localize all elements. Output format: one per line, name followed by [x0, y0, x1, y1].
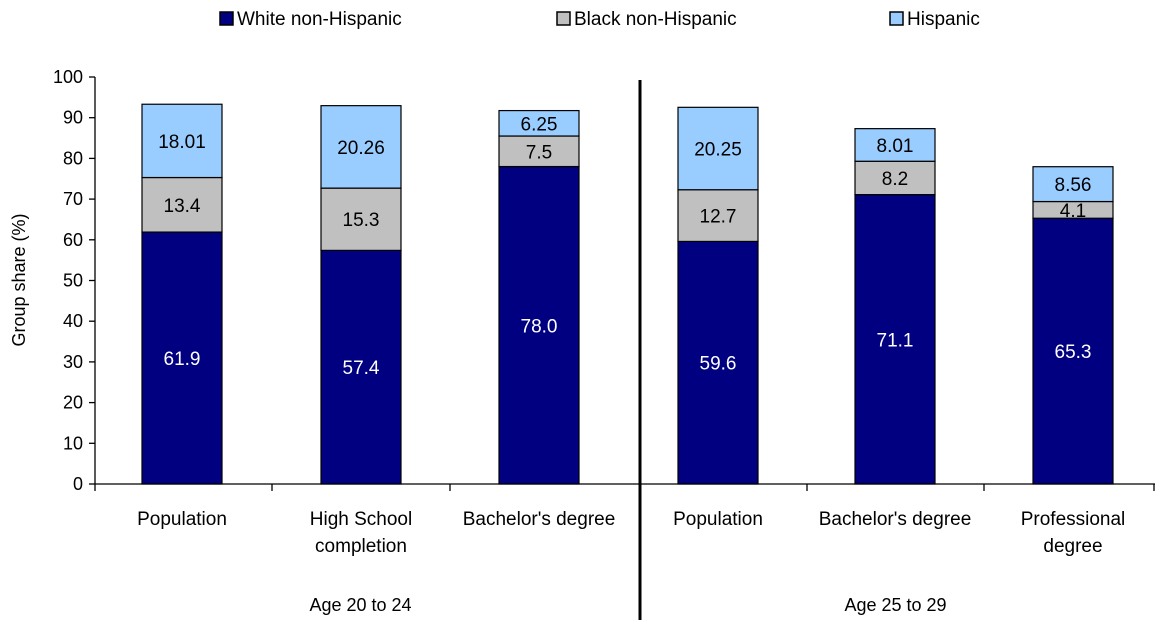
bar-segment-hispanic — [498, 109, 580, 137]
bar-segment-black-non-hispanic — [320, 187, 402, 251]
y-tick-label: 70 — [63, 189, 83, 209]
data-label-white-non-hispanic: 71.1 — [877, 330, 914, 351]
y-tick-label: 0 — [73, 474, 83, 494]
y-tick-label: 40 — [63, 311, 83, 331]
bar-segment-white-non-hispanic — [141, 231, 223, 485]
data-label-hispanic: 8.56 — [1055, 175, 1092, 196]
bar-segment-white-non-hispanic — [498, 165, 580, 485]
bar-segment-white-non-hispanic — [677, 240, 759, 485]
y-tick-label: 60 — [63, 230, 83, 250]
data-label-black-non-hispanic: 13.4 — [164, 196, 201, 217]
data-label-hispanic: 20.26 — [337, 138, 385, 159]
bar-segment-black-non-hispanic — [854, 160, 936, 196]
data-label-hispanic: 8.01 — [877, 136, 914, 157]
group-label-age-20-to-24: Age 20 to 24 — [309, 595, 411, 615]
x-category-label-bachelor-s-degree: Bachelor's degree — [819, 509, 972, 530]
data-label-white-non-hispanic: 57.4 — [343, 358, 380, 379]
x-category-label-professional-degree: Professional degree — [1021, 509, 1126, 557]
data-label-black-non-hispanic: 8.2 — [882, 169, 908, 190]
bar-segment-white-non-hispanic — [1032, 217, 1114, 485]
data-label-hispanic: 6.25 — [521, 114, 558, 135]
data-label-white-non-hispanic: 61.9 — [164, 349, 201, 370]
data-label-white-non-hispanic: 78.0 — [521, 316, 558, 337]
bar-segment-hispanic — [141, 103, 223, 179]
x-category-label-bachelor-s-degree: Bachelor's degree — [463, 509, 616, 530]
data-label-black-non-hispanic: 4.1 — [1060, 201, 1086, 222]
legend-label-white-non-hispanic: White non-Hispanic — [237, 9, 402, 30]
data-label-hispanic: 18.01 — [158, 132, 206, 153]
y-tick-label: 50 — [63, 271, 83, 291]
data-label-black-non-hispanic: 12.7 — [700, 207, 737, 228]
group-label-age-25-to-29: Age 25 to 29 — [844, 595, 946, 615]
bar-segment-hispanic — [677, 106, 759, 191]
y-tick-label: 80 — [63, 148, 83, 168]
data-label-black-non-hispanic: 15.3 — [343, 210, 380, 231]
legend-swatch-hispanic — [889, 11, 904, 26]
legend-label-hispanic: Hispanic — [907, 9, 980, 30]
x-category-label-high-school-completion: High School completion — [310, 509, 412, 557]
y-tick-label: 90 — [63, 108, 83, 128]
bar-segment-hispanic — [320, 105, 402, 189]
bar-segment-black-non-hispanic — [677, 189, 759, 243]
data-label-white-non-hispanic: 59.6 — [700, 354, 737, 375]
bar-stacks: 61.9 13.4 18.01 57.4 15.3 20.26 78.0 7.5 6.25 59.… — [141, 103, 1114, 485]
legend-label-black-non-hispanic: Black non-Hispanic — [574, 9, 737, 30]
bar-segment-hispanic — [1032, 166, 1114, 203]
y-axis-label: Group share (%) — [9, 213, 29, 346]
x-axis: Population High School completion Bachelor'… — [94, 80, 1155, 620]
data-label-black-non-hispanic: 7.5 — [526, 142, 552, 163]
data-label-hispanic: 20.25 — [694, 140, 742, 161]
bar-segment-hispanic — [854, 128, 936, 162]
y-tick-label: 20 — [63, 393, 83, 413]
y-axis: 0 10 20 30 40 50 60 70 80 90 100 — [53, 67, 96, 494]
bar-segment-black-non-hispanic — [498, 135, 580, 168]
chart-legend: White non-Hispanic Black non-Hispanic Hisp… — [219, 9, 980, 30]
x-category-label-population: Population — [673, 509, 763, 530]
y-tick-label: 10 — [63, 433, 83, 453]
data-label-white-non-hispanic: 65.3 — [1055, 342, 1092, 363]
y-tick-label: 30 — [63, 352, 83, 372]
legend-swatch-white-non-hispanic — [219, 11, 234, 26]
legend-swatch-black-non-hispanic — [556, 11, 571, 26]
y-tick-label: 100 — [53, 67, 83, 87]
x-category-label-population: Population — [137, 509, 227, 530]
